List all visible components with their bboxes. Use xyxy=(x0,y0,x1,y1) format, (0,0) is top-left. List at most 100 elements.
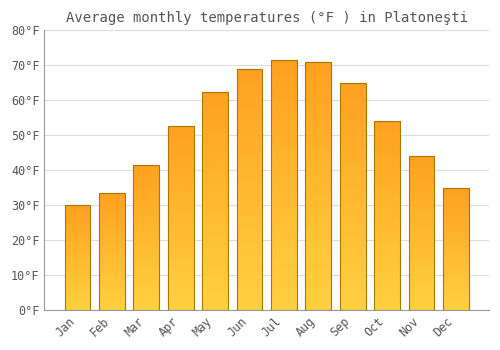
Bar xyxy=(306,196,331,197)
Bar xyxy=(408,196,434,197)
Bar xyxy=(168,136,194,138)
Bar xyxy=(408,181,434,182)
Bar xyxy=(408,199,434,200)
Bar xyxy=(202,214,228,215)
Bar xyxy=(236,214,262,215)
Bar xyxy=(374,281,400,282)
Bar xyxy=(340,243,365,244)
Bar xyxy=(99,300,125,301)
Bar xyxy=(374,221,400,222)
Bar xyxy=(374,264,400,265)
Bar xyxy=(99,281,125,282)
Bar xyxy=(202,140,228,141)
Bar xyxy=(306,201,331,202)
Bar xyxy=(99,193,125,194)
Bar xyxy=(236,250,262,251)
Bar xyxy=(306,205,331,207)
Bar xyxy=(134,288,159,289)
Bar xyxy=(443,270,468,271)
Bar xyxy=(443,197,468,198)
Bar xyxy=(408,223,434,224)
Bar xyxy=(202,92,228,93)
Bar xyxy=(134,235,159,236)
Bar xyxy=(408,299,434,300)
Bar xyxy=(168,290,194,292)
Bar xyxy=(340,226,365,227)
Bar xyxy=(408,300,434,301)
Bar xyxy=(64,270,90,271)
Bar xyxy=(168,252,194,253)
Bar xyxy=(202,224,228,225)
Bar xyxy=(168,250,194,251)
Bar xyxy=(64,212,90,213)
Bar xyxy=(443,234,468,235)
Bar xyxy=(202,263,228,264)
Bar xyxy=(64,234,90,235)
Bar xyxy=(134,244,159,245)
Bar xyxy=(64,205,90,206)
Bar xyxy=(202,114,228,116)
Bar xyxy=(374,146,400,147)
Bar xyxy=(340,144,365,145)
Bar xyxy=(168,239,194,240)
Bar xyxy=(134,270,159,271)
Bar xyxy=(236,112,262,113)
Bar xyxy=(408,259,434,260)
Bar xyxy=(236,296,262,298)
Bar xyxy=(306,163,331,165)
Bar xyxy=(168,237,194,238)
Bar xyxy=(64,240,90,241)
Bar xyxy=(168,196,194,197)
Bar xyxy=(168,193,194,194)
Bar xyxy=(408,215,434,216)
Bar xyxy=(340,191,365,192)
Bar xyxy=(134,296,159,297)
Bar xyxy=(271,135,297,136)
Bar xyxy=(306,280,331,281)
Bar xyxy=(64,219,90,220)
Bar xyxy=(306,238,331,239)
Bar xyxy=(134,305,159,306)
Bar xyxy=(408,233,434,234)
Bar xyxy=(443,269,468,270)
Bar xyxy=(64,221,90,222)
Bar xyxy=(236,276,262,277)
Bar xyxy=(236,193,262,194)
Bar xyxy=(64,287,90,288)
Bar xyxy=(99,247,125,248)
Bar xyxy=(236,183,262,184)
Bar xyxy=(168,308,194,309)
Bar xyxy=(443,244,468,245)
Bar xyxy=(340,194,365,195)
Bar xyxy=(271,271,297,272)
Bar xyxy=(374,272,400,273)
Bar xyxy=(408,230,434,231)
Bar xyxy=(202,236,228,237)
Bar xyxy=(271,140,297,141)
Bar xyxy=(306,291,331,292)
Bar xyxy=(236,93,262,94)
Bar xyxy=(134,206,159,207)
Bar xyxy=(64,207,90,208)
Bar xyxy=(374,184,400,185)
Bar xyxy=(271,78,297,79)
Bar xyxy=(236,149,262,151)
Bar xyxy=(374,241,400,242)
Bar xyxy=(306,208,331,209)
Bar xyxy=(306,298,331,299)
Bar xyxy=(134,293,159,294)
Bar xyxy=(99,297,125,298)
Bar xyxy=(99,274,125,275)
Bar xyxy=(374,133,400,134)
Bar xyxy=(306,268,331,269)
Bar xyxy=(271,101,297,103)
Bar xyxy=(99,215,125,216)
Bar xyxy=(271,193,297,194)
Bar xyxy=(271,279,297,280)
Bar xyxy=(374,129,400,130)
Bar xyxy=(271,308,297,310)
Bar xyxy=(374,172,400,173)
Bar xyxy=(408,268,434,269)
Bar xyxy=(340,120,365,121)
Bar xyxy=(236,287,262,288)
